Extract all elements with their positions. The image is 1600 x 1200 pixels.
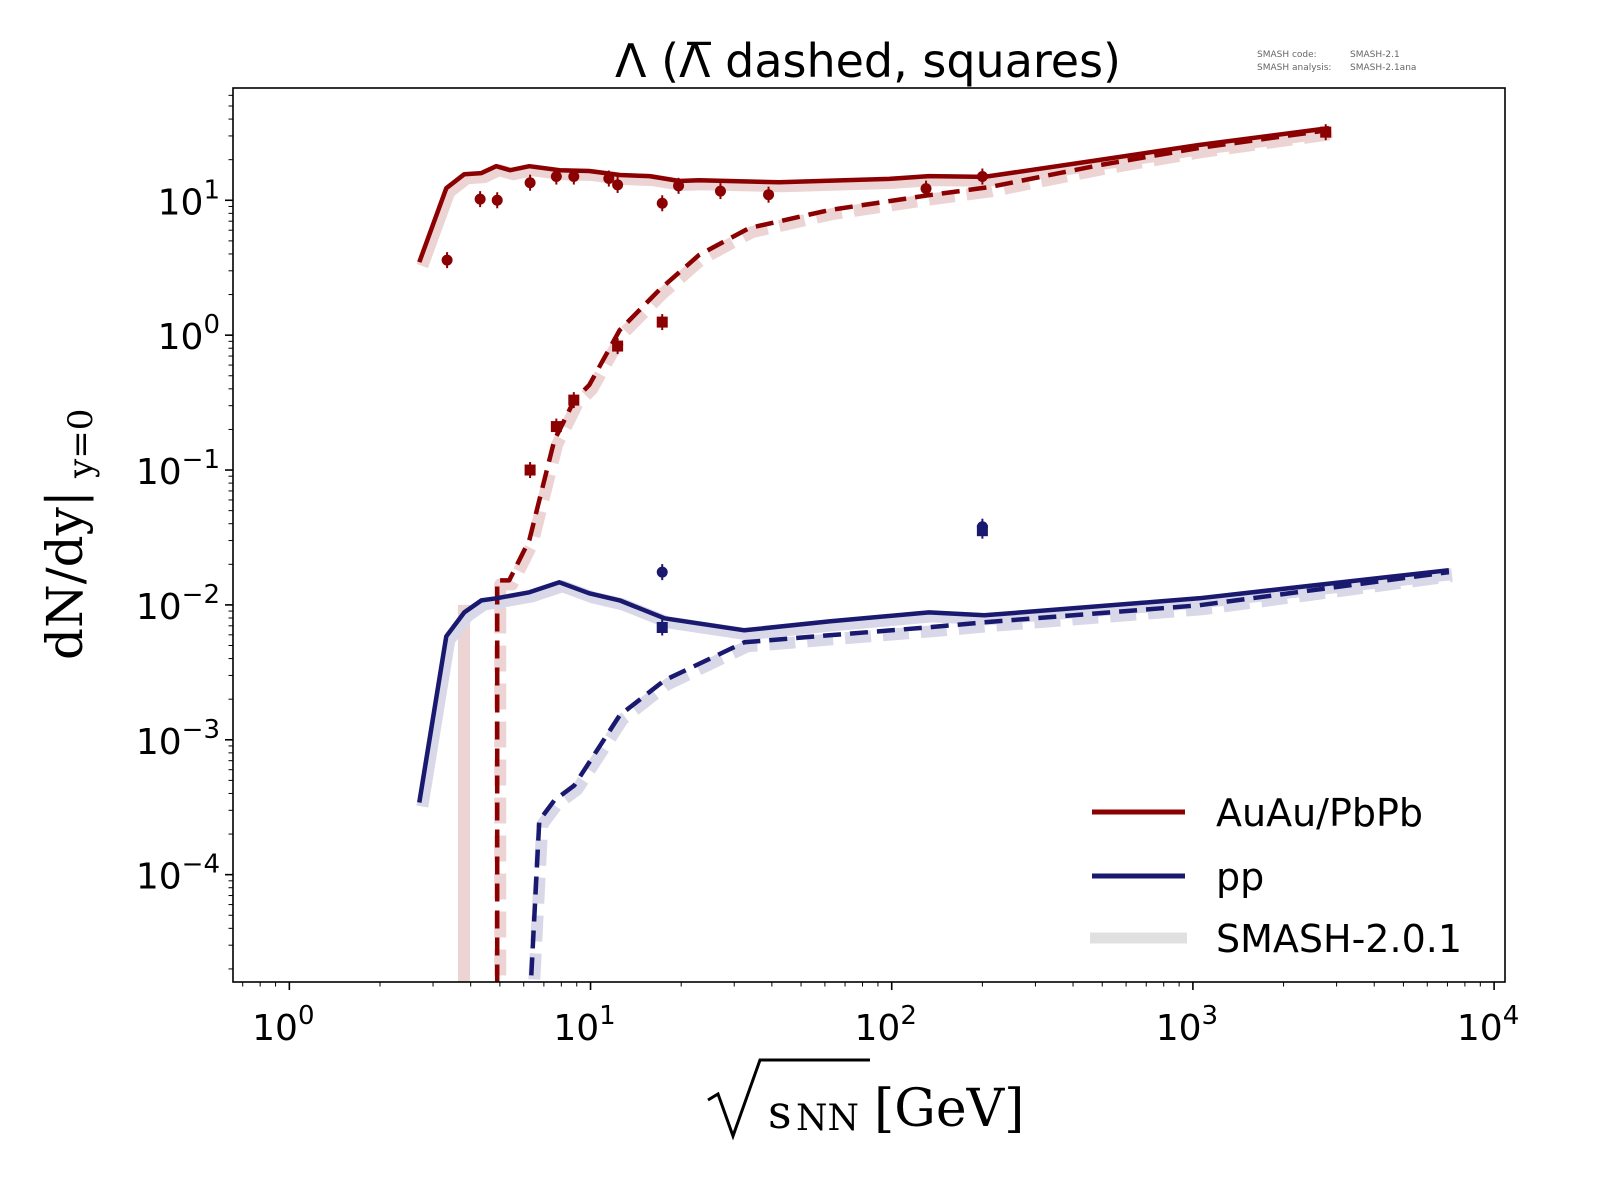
x-label-s: s: [768, 1085, 792, 1139]
data-point-square: [568, 394, 580, 406]
series-line: [529, 569, 1450, 976]
legend-label-pp: pp: [1216, 855, 1264, 899]
series-line: [494, 127, 1330, 982]
y-tick-label: 100: [158, 310, 220, 358]
data-point-square: [612, 340, 624, 352]
smash-2-0-1-band: [416, 568, 1453, 808]
y-tick-base: 10: [136, 857, 182, 898]
smash-2-0-1-band: [528, 570, 1453, 980]
y-tick-base: 10: [158, 182, 204, 223]
data-point-circle: [714, 185, 726, 197]
annotation-analysis-value: SMASH-2.1ana: [1350, 63, 1416, 73]
data-point-circle: [568, 171, 580, 183]
data-point-circle: [976, 171, 988, 183]
x-label-unit: [GeV]: [874, 1079, 1024, 1139]
legend-label-auau: AuAu/PbPb: [1216, 791, 1423, 835]
x-tick-label: 101: [553, 1001, 615, 1049]
x-tick-label: 102: [855, 1001, 917, 1049]
x-label-sub: NN: [796, 1098, 859, 1139]
y-tick-exponent: −3: [182, 715, 220, 745]
legend-label-smash-2-0-1: SMASH-2.0.1: [1216, 917, 1462, 961]
y-axis-label: dN/dy| y=0: [36, 409, 101, 660]
y-tick-label: 10−3: [136, 715, 220, 763]
smash-version-annotation: SMASH code: SMASH-2.1 SMASH analysis: SM…: [1257, 50, 1416, 73]
data-point-circle: [550, 171, 562, 183]
x-tick-label: 103: [1156, 1001, 1218, 1049]
smash-2-0-1-bands: [416, 126, 1453, 982]
data-point-circle: [763, 189, 775, 201]
data-point-square: [656, 621, 668, 633]
y-tick-exponent: −1: [182, 445, 220, 475]
y-tick-label: 10−2: [136, 580, 220, 628]
smash-2-0-1-band: [494, 128, 1333, 982]
chart-title: Λ (Λ̅ dashed, squares): [615, 34, 1121, 88]
x-tick-base: 10: [855, 1008, 901, 1049]
data-point-square: [656, 316, 668, 328]
smash-2-0-1-band: [416, 126, 1333, 269]
data-point-circle: [603, 173, 615, 185]
x-tick-exponent: 4: [1503, 1001, 1520, 1031]
y-tick-label: 10−4: [136, 850, 220, 898]
y-tick-base: 10: [136, 722, 182, 763]
y-tick-base: 10: [136, 587, 182, 628]
y-tick-label: 10−1: [136, 445, 220, 493]
y-tick-label: 101: [158, 175, 220, 223]
x-tick-exponent: 0: [298, 1001, 315, 1031]
data-point-square: [976, 525, 988, 537]
y-tick-exponent: 1: [203, 175, 220, 205]
annotation-code-value: SMASH-2.1: [1350, 50, 1400, 60]
data-markers: [441, 124, 1332, 636]
data-point-circle: [612, 179, 624, 191]
y-label-sub: y=0: [61, 409, 101, 479]
y-tick-base: 10: [136, 452, 182, 493]
x-tick-exponent: 1: [599, 1001, 616, 1031]
x-tick-label: 100: [252, 1001, 314, 1049]
series-line: [417, 125, 1330, 263]
y-label-main: dN/dy|: [36, 490, 94, 660]
data-point-circle: [441, 254, 453, 266]
data-point-circle: [673, 180, 685, 192]
x-tick-exponent: 3: [1202, 1001, 1219, 1031]
data-point-circle: [474, 193, 486, 205]
y-tick-base: 10: [158, 317, 204, 358]
data-point-circle: [920, 183, 932, 195]
data-point-circle: [656, 197, 668, 209]
y-tick-exponent: 0: [203, 310, 220, 340]
sqrt-sign: [707, 1058, 870, 1141]
y-tick-exponent: −4: [182, 850, 220, 880]
data-point-circle: [524, 177, 536, 189]
annotation-analysis-label: SMASH analysis:: [1257, 63, 1331, 73]
data-point-circle: [656, 566, 668, 578]
data-point-square: [524, 464, 536, 476]
legend: AuAu/PbPb pp SMASH-2.0.1: [1090, 791, 1462, 961]
x-tick-base: 10: [553, 1008, 599, 1049]
x-tick-base: 10: [1156, 1008, 1202, 1049]
data-point-square: [550, 421, 562, 433]
y-tick-exponent: −2: [182, 580, 220, 610]
x-tick-base: 10: [252, 1008, 298, 1049]
data-point-circle: [491, 194, 503, 206]
annotation-code-label: SMASH code:: [1257, 50, 1317, 60]
x-tick-label: 104: [1457, 1001, 1519, 1049]
series-line: [417, 567, 1450, 803]
data-point-square: [1320, 126, 1332, 138]
x-tick-exponent: 2: [900, 1001, 917, 1031]
plot-frame: [232, 87, 1506, 983]
x-axis-label: s NN [GeV]: [707, 1058, 1024, 1141]
x-tick-base: 10: [1457, 1008, 1503, 1049]
series-lines: [417, 125, 1450, 982]
